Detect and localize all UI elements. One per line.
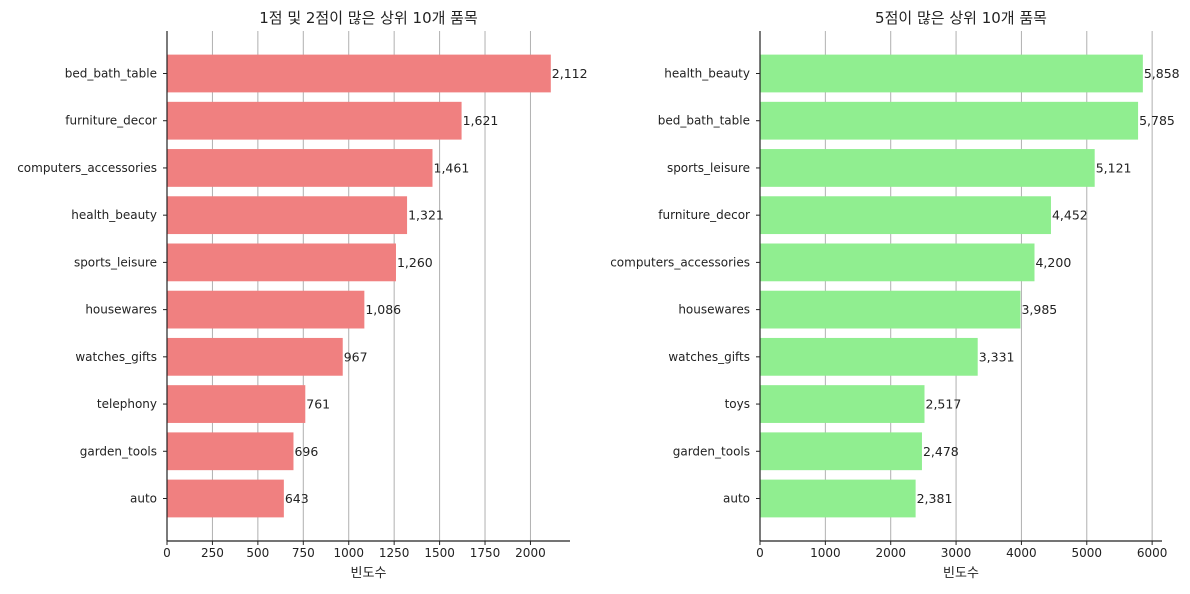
bar — [760, 432, 922, 471]
y-tick-label: furniture_decor — [65, 114, 157, 128]
chart-panel-1: bed_bath_table 2,112 furniture_decor 1,621 c… — [17, 9, 587, 581]
y-tick-label: toys — [725, 397, 750, 411]
chart-panel-2: health_beauty 5,858 bed_bath_table 5,785 spo… — [610, 9, 1180, 581]
bar — [760, 196, 1051, 235]
y-tick-label: housewares — [85, 303, 157, 317]
x-tick-label: 5000 — [1072, 546, 1103, 560]
x-tick-label: 250 — [201, 546, 224, 560]
y-tick-label: bed_bath_table — [65, 67, 157, 81]
chart-title: 5점이 많은 상위 10개 품목 — [875, 9, 1047, 27]
x-tick-label: 750 — [292, 546, 315, 560]
data-label: 2,478 — [923, 444, 959, 459]
data-label: 2,381 — [917, 491, 953, 506]
x-tick-label: 0 — [163, 546, 171, 560]
y-tick-label: furniture_decor — [658, 208, 750, 222]
x-tick-label: 500 — [246, 546, 269, 560]
x-tick-label: 1000 — [810, 546, 841, 560]
x-tick-label: 0 — [756, 546, 764, 560]
bar — [760, 101, 1139, 140]
data-label: 643 — [285, 491, 309, 506]
x-tick-label: 6000 — [1137, 546, 1168, 560]
bar — [760, 290, 1021, 329]
x-tick-label: 1500 — [424, 546, 455, 560]
y-tick-label: auto — [723, 492, 750, 506]
bar — [167, 337, 343, 376]
y-tick-label: computers_accessories — [610, 255, 750, 269]
bar — [167, 385, 306, 423]
y-tick-label: housewares — [678, 303, 750, 317]
x-tick-label: 1750 — [470, 546, 501, 560]
data-label: 5,121 — [1096, 160, 1132, 175]
bar — [760, 385, 925, 423]
bar — [167, 479, 284, 518]
data-label: 2,517 — [926, 397, 962, 412]
bar — [760, 337, 978, 376]
y-tick-label: bed_bath_table — [658, 114, 750, 128]
y-tick-label: sports_leisure — [667, 161, 750, 175]
y-tick-label: garden_tools — [80, 444, 157, 458]
y-tick-label: watches_gifts — [75, 350, 157, 364]
bar — [167, 196, 408, 235]
chart-title: 1점 및 2점이 많은 상위 10개 품목 — [259, 9, 478, 27]
bar — [167, 290, 365, 329]
x-tick-label: 3000 — [941, 546, 972, 560]
x-tick-label: 4000 — [1006, 546, 1037, 560]
data-label: 1,461 — [434, 160, 470, 175]
bar — [167, 101, 462, 140]
data-label: 2,112 — [552, 66, 588, 81]
x-tick-label: 1250 — [379, 546, 410, 560]
bar — [167, 54, 551, 93]
data-label: 1,621 — [463, 113, 499, 128]
y-tick-label: telephony — [97, 397, 157, 411]
data-label: 1,086 — [365, 302, 401, 317]
data-label: 3,331 — [979, 349, 1015, 364]
data-label: 1,321 — [408, 208, 444, 223]
bar — [760, 479, 916, 518]
data-label: 696 — [294, 444, 318, 459]
y-tick-label: health_beauty — [664, 67, 750, 81]
x-tick-label: 2000 — [875, 546, 906, 560]
y-tick-label: watches_gifts — [668, 350, 750, 364]
data-label: 967 — [344, 349, 368, 364]
y-tick-label: garden_tools — [673, 444, 750, 458]
data-label: 761 — [306, 397, 330, 412]
data-label: 4,452 — [1052, 208, 1088, 223]
data-label: 1,260 — [397, 255, 433, 270]
x-axis-label: 빈도수 — [943, 566, 979, 581]
data-label: 3,985 — [1021, 302, 1057, 317]
data-label: 5,785 — [1139, 113, 1175, 128]
y-tick-label: sports_leisure — [74, 255, 157, 269]
bar — [760, 243, 1035, 282]
bar — [167, 432, 294, 471]
y-tick-label: auto — [130, 492, 157, 506]
y-tick-label: health_beauty — [71, 208, 157, 222]
x-tick-label: 2000 — [515, 546, 546, 560]
data-label: 4,200 — [1035, 255, 1071, 270]
x-axis-label: 빈도수 — [351, 566, 387, 581]
bar — [167, 149, 433, 187]
x-tick-label: 1000 — [333, 546, 364, 560]
y-tick-label: computers_accessories — [17, 161, 157, 175]
data-label: 5,858 — [1144, 66, 1180, 81]
bar — [167, 243, 396, 282]
bar — [760, 149, 1095, 187]
bar — [760, 54, 1143, 93]
